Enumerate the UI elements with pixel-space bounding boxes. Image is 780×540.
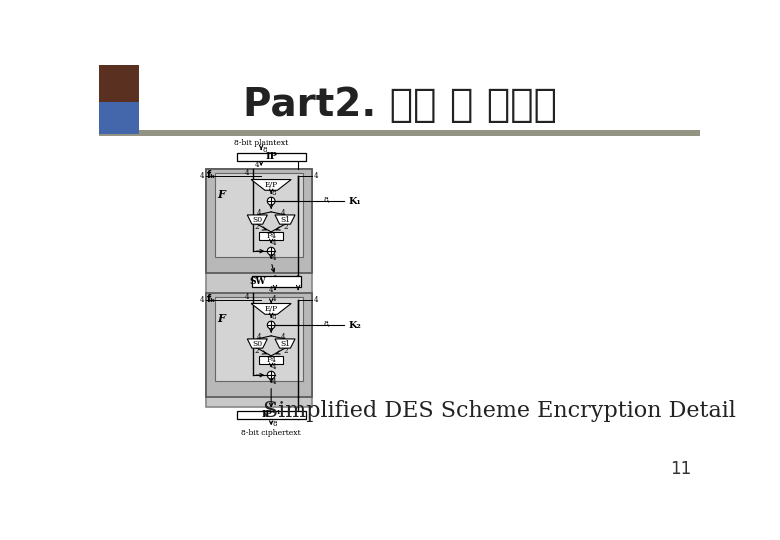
Text: 4: 4 — [272, 378, 276, 386]
Text: 2: 2 — [254, 223, 259, 231]
Text: IP: IP — [265, 152, 277, 161]
Text: 4: 4 — [314, 172, 318, 180]
Text: 8,: 8, — [324, 319, 331, 327]
Bar — [99, 102, 140, 134]
Text: fₖ: fₖ — [207, 170, 215, 180]
Text: F: F — [217, 313, 225, 325]
Text: E/P: E/P — [264, 181, 278, 189]
Bar — [206, 293, 312, 397]
Bar — [99, 130, 700, 137]
Circle shape — [268, 321, 275, 329]
Text: fₖ: fₖ — [207, 294, 215, 304]
Circle shape — [268, 247, 275, 255]
Text: P4: P4 — [266, 356, 276, 364]
Polygon shape — [251, 179, 291, 190]
Text: S1: S1 — [280, 340, 290, 348]
Bar — [236, 410, 306, 419]
Text: E/P: E/P — [264, 305, 278, 313]
Text: 2: 2 — [284, 347, 288, 355]
Circle shape — [268, 372, 275, 379]
Text: 4: 4 — [245, 168, 250, 177]
Text: 8: 8 — [272, 313, 276, 321]
Polygon shape — [247, 215, 268, 224]
Text: 11: 11 — [670, 460, 691, 478]
Bar — [215, 173, 303, 256]
Text: 4: 4 — [269, 286, 274, 294]
Polygon shape — [275, 215, 295, 224]
Text: 8-bit ciphertext: 8-bit ciphertext — [241, 429, 301, 437]
Text: 8: 8 — [263, 145, 268, 153]
Bar — [99, 65, 140, 102]
Bar — [259, 356, 283, 363]
Text: 4: 4 — [314, 296, 318, 305]
Text: 8: 8 — [272, 190, 276, 198]
Text: S0: S0 — [252, 215, 262, 224]
Text: P4: P4 — [266, 232, 276, 240]
Text: 2: 2 — [284, 223, 288, 231]
Bar — [259, 232, 283, 240]
Text: 2: 2 — [254, 347, 259, 355]
Text: 4: 4 — [255, 161, 260, 169]
Text: 4: 4 — [272, 239, 276, 247]
Bar — [215, 298, 303, 381]
Circle shape — [268, 197, 275, 205]
Text: SW: SW — [250, 276, 267, 286]
Text: 8: 8 — [273, 420, 277, 428]
Text: Part2. 평문 의 암호화: Part2. 평문 의 암호화 — [243, 86, 557, 124]
Bar — [206, 168, 312, 273]
Text: 8-bit plaintext: 8-bit plaintext — [234, 139, 289, 146]
Text: K₂: K₂ — [349, 321, 362, 329]
Polygon shape — [275, 339, 295, 348]
Text: 8,: 8, — [324, 195, 331, 203]
Text: 4: 4 — [245, 293, 250, 301]
Bar — [252, 276, 301, 287]
Text: 4: 4 — [257, 333, 261, 341]
Bar — [236, 153, 306, 161]
Text: 4: 4 — [282, 333, 285, 341]
Bar — [206, 168, 312, 408]
Text: 4: 4 — [272, 254, 276, 262]
Text: 4: 4 — [200, 172, 204, 180]
Text: K₁: K₁ — [349, 197, 362, 206]
Text: 4: 4 — [257, 208, 261, 217]
Text: Simplified DES Scheme Encryption Detail: Simplified DES Scheme Encryption Detail — [264, 400, 736, 422]
Polygon shape — [247, 339, 268, 348]
Text: 4: 4 — [200, 296, 204, 305]
Polygon shape — [251, 303, 291, 314]
Text: S0: S0 — [252, 340, 262, 348]
Text: 4: 4 — [282, 208, 285, 217]
Text: 4: 4 — [272, 295, 276, 303]
Text: S1: S1 — [280, 215, 290, 224]
Text: IP⁻¹: IP⁻¹ — [261, 410, 281, 419]
Text: F: F — [217, 190, 225, 200]
Text: 4: 4 — [272, 363, 276, 370]
